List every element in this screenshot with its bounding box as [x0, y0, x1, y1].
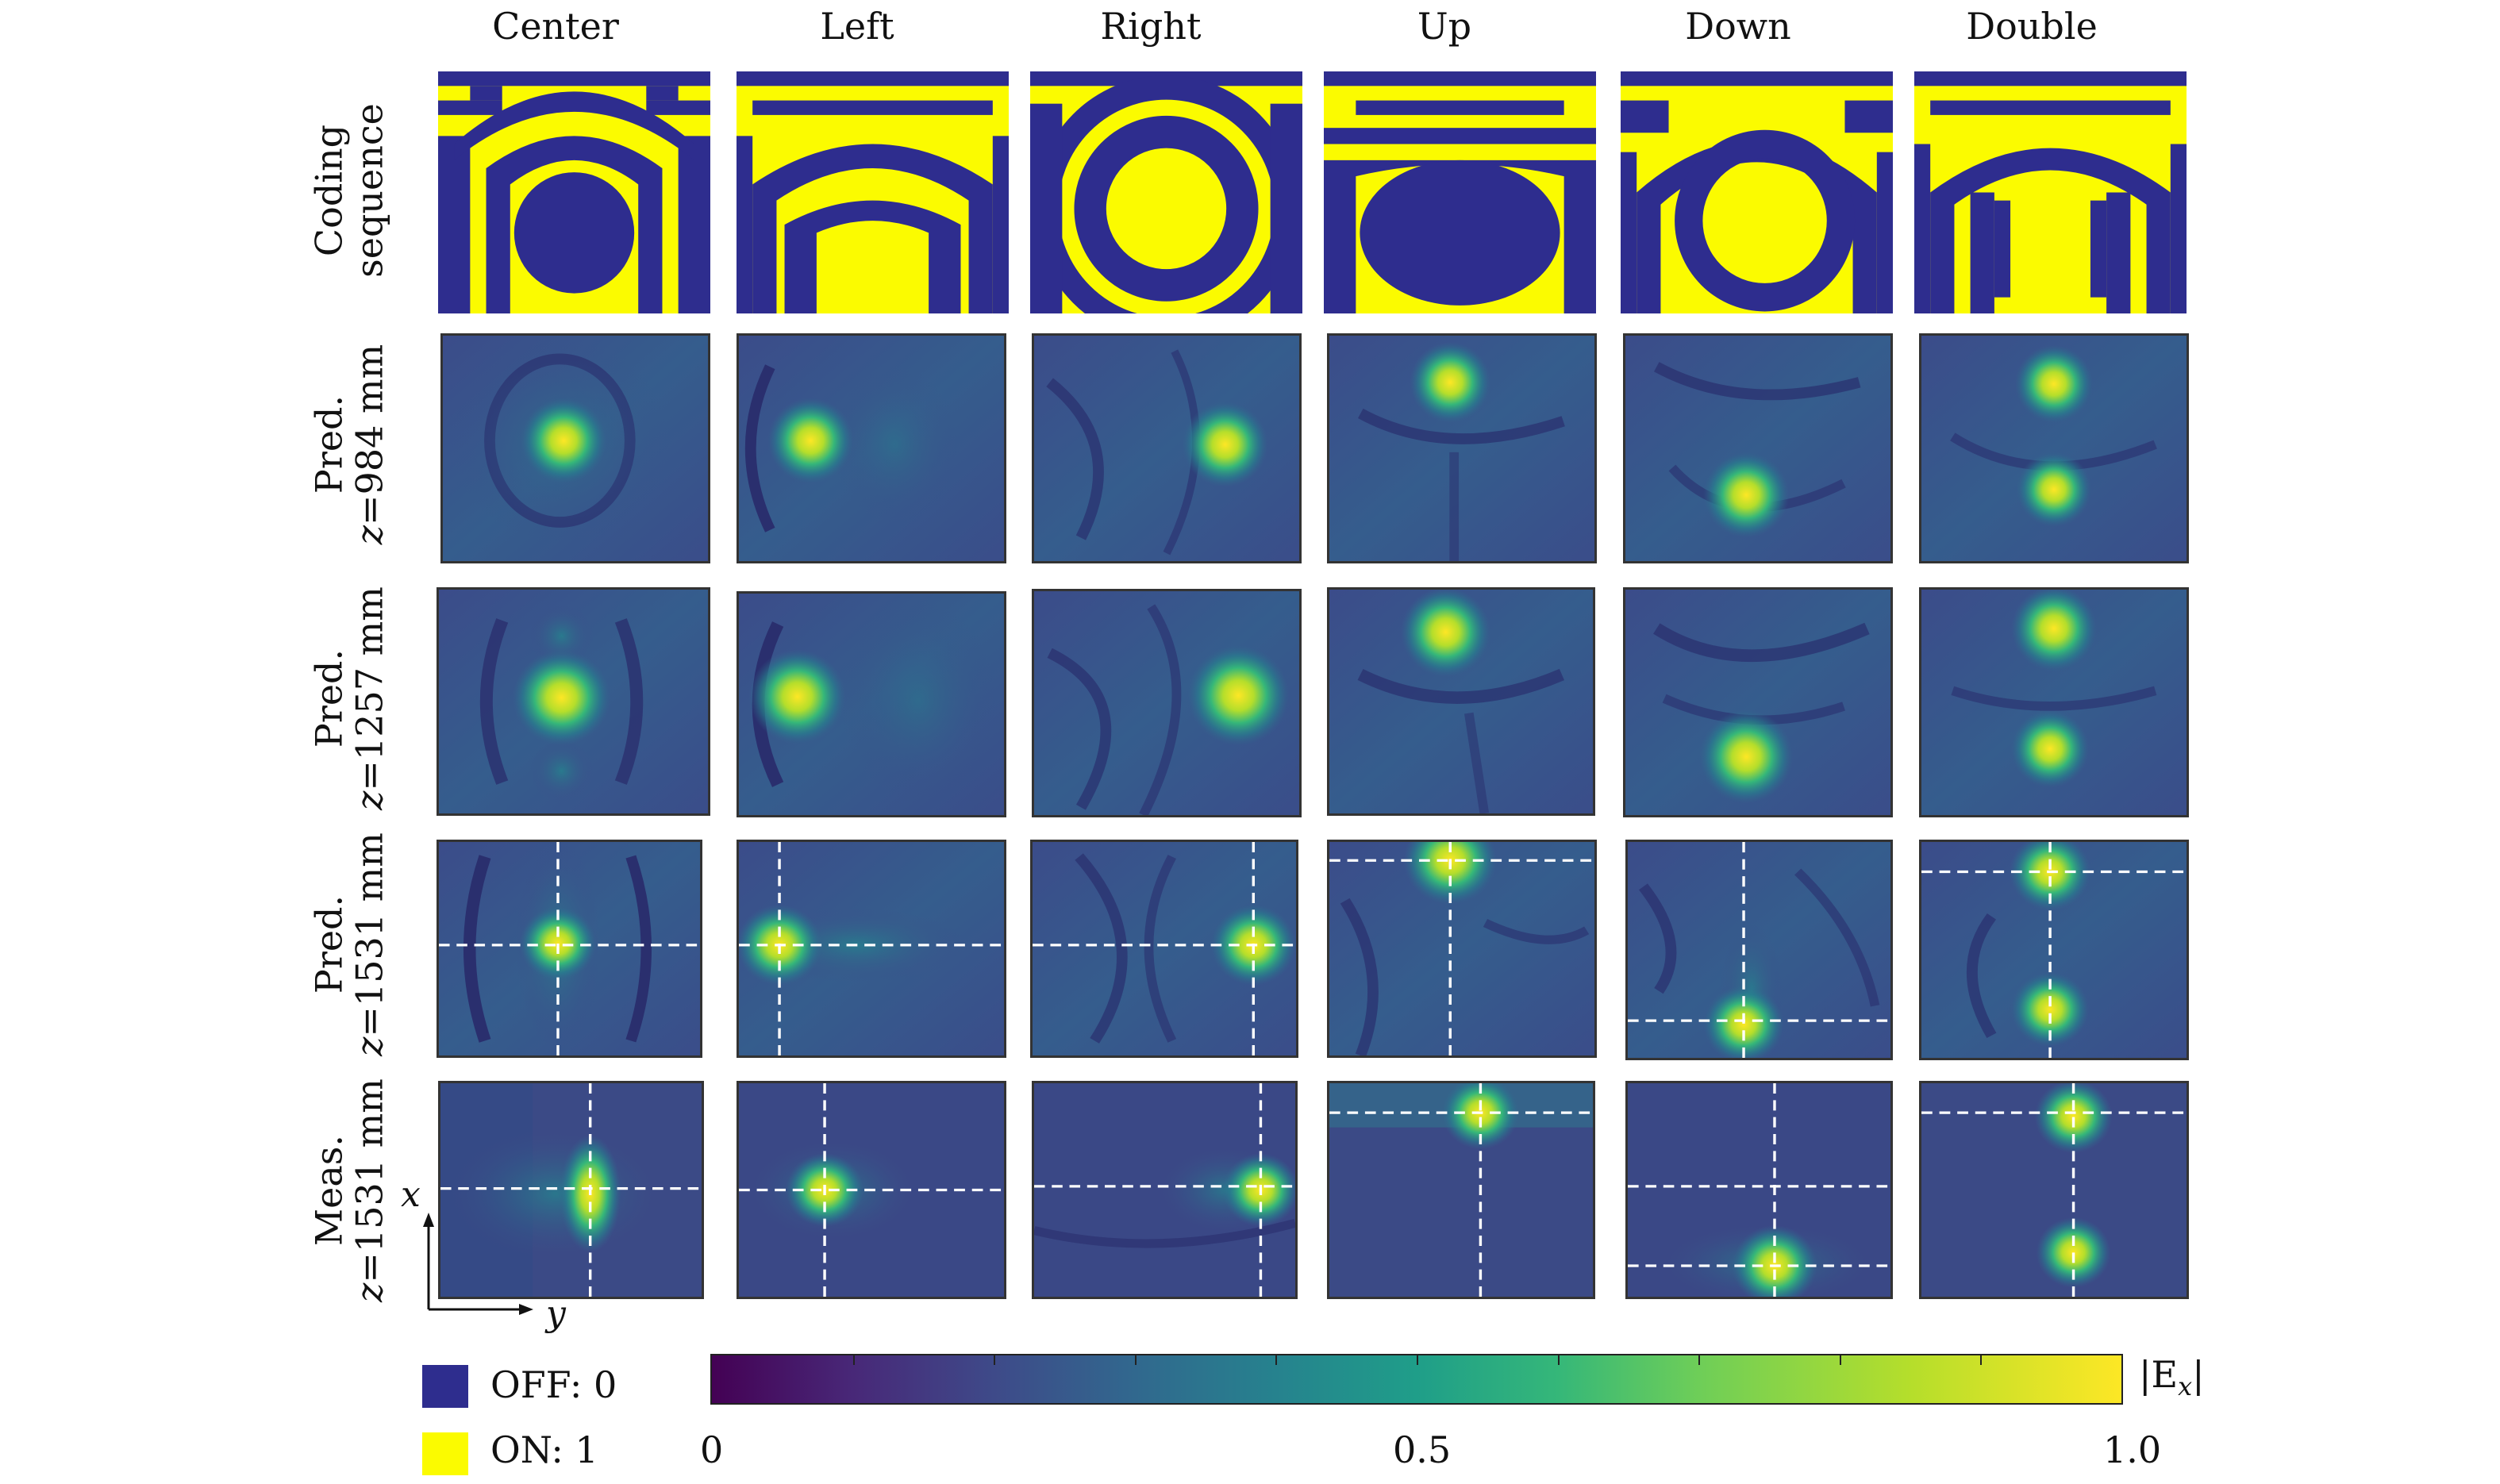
legend-swatch-off	[422, 1365, 468, 1408]
field-pred-1257-double	[1919, 587, 2189, 817]
coding-sequence-up	[1324, 71, 1596, 313]
col-header-right: Right	[1100, 5, 1202, 48]
axis-label-y: y	[546, 1294, 566, 1334]
row-label-pred-1531: Pred. z=1531 mm	[307, 832, 390, 1056]
field-pred-984-down	[1623, 333, 1893, 563]
field-pred-1531-center	[437, 840, 702, 1058]
colorbar	[710, 1354, 2123, 1405]
row-label-line2: z=1257 mm	[348, 586, 390, 810]
field-pred-1257-left	[737, 591, 1006, 817]
colorbar-tick-1.0: 1.0	[2103, 1428, 2162, 1471]
col-header-center: Center	[492, 5, 619, 48]
col-header-double: Double	[1966, 5, 2098, 48]
colorbar-tick-0: 0	[700, 1428, 724, 1471]
field-pred-1257-right	[1032, 589, 1302, 817]
row-label-line2: z=1531 mm	[348, 1078, 390, 1302]
field-meas-1531-double	[1919, 1081, 2189, 1299]
coding-sequence-double	[1914, 71, 2187, 313]
row-label-coding-line2: sequence	[348, 103, 390, 278]
colorbar-tick-0.5: 0.5	[1393, 1428, 1452, 1471]
legend-label-off: OFF: 0	[490, 1363, 617, 1406]
legend-label-on: ON: 1	[490, 1428, 598, 1471]
field-meas-1531-right	[1032, 1081, 1298, 1299]
coding-sequence-left	[737, 71, 1009, 313]
row-label-line2: z=1531 mm	[348, 832, 390, 1056]
coding-sequence-down	[1621, 71, 1893, 313]
row-label-pred-1257: Pred. z=1257 mm	[307, 586, 390, 810]
row-label-meas-1531: Meas. z=1531 mm	[307, 1078, 390, 1302]
coding-sequence-right	[1030, 71, 1302, 313]
axis-indicator	[423, 1213, 533, 1315]
field-pred-984-up	[1327, 333, 1597, 563]
field-pred-1531-up	[1327, 840, 1597, 1058]
field-pred-1257-center	[437, 587, 710, 816]
field-meas-1531-down	[1625, 1081, 1893, 1299]
col-header-down: Down	[1685, 5, 1791, 48]
row-label-line1: Pred.	[307, 648, 351, 748]
legend-swatch-on	[422, 1432, 468, 1475]
field-pred-1531-right	[1030, 840, 1298, 1058]
field-meas-1531-up	[1327, 1081, 1595, 1299]
field-pred-984-left	[737, 333, 1006, 563]
field-pred-1531-down	[1625, 840, 1893, 1060]
row-label-line1: Pred.	[307, 894, 351, 994]
field-pred-1257-down	[1623, 587, 1893, 817]
col-header-left: Left	[820, 5, 894, 48]
row-label-line1: Meas.	[307, 1135, 351, 1246]
field-meas-1531-left	[737, 1081, 1006, 1299]
row-label-line1: Pred.	[307, 394, 351, 494]
col-header-up: Up	[1417, 5, 1472, 48]
coding-sequence-center	[438, 71, 710, 313]
field-pred-984-center	[440, 333, 710, 563]
field-pred-1531-double	[1919, 840, 2189, 1060]
row-label-line2: z=984 mm	[348, 344, 390, 545]
field-pred-984-double	[1919, 333, 2189, 563]
field-pred-1531-left	[737, 840, 1006, 1058]
row-label-pred-984: Pred. z=984 mm	[307, 344, 390, 545]
field-meas-1531-center	[438, 1081, 704, 1299]
axis-label-x: x	[401, 1175, 421, 1215]
field-pred-984-right	[1032, 333, 1302, 563]
colorbar-title: |Ex|	[2139, 1353, 2205, 1402]
row-label-coding-line1: Coding	[307, 124, 351, 257]
field-pred-1257-up	[1327, 587, 1595, 816]
row-label-coding: Coding sequence	[307, 103, 390, 278]
